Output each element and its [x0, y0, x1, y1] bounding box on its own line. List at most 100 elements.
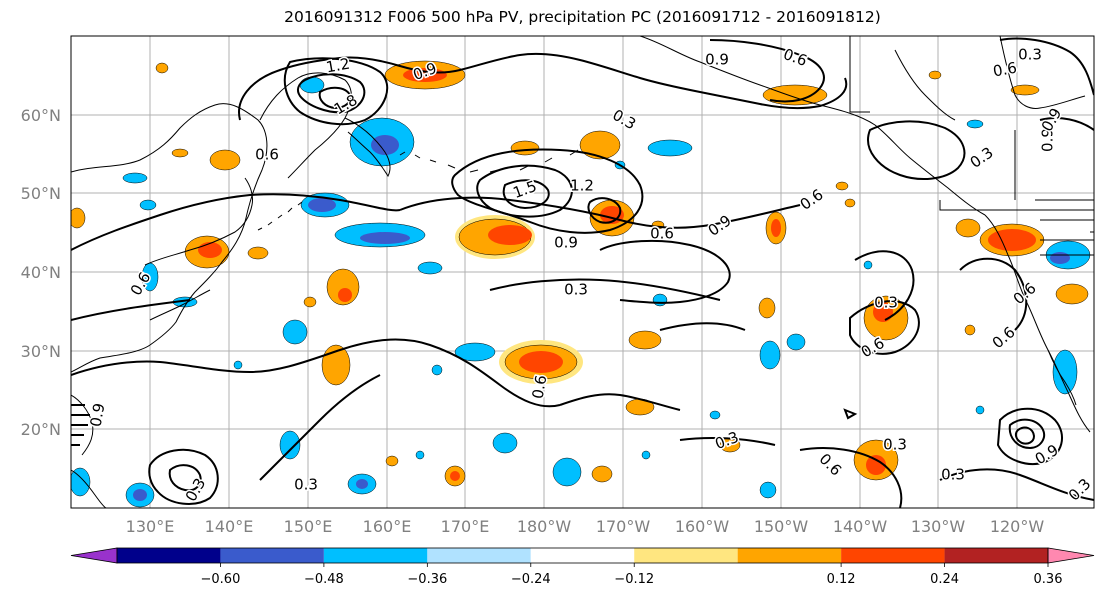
latitude-label: 40°N	[21, 263, 61, 282]
colorbar-tick-label: 0.24	[930, 572, 959, 587]
negative-anomaly-patches	[71, 36, 1091, 508]
contour-label: 0.3	[883, 436, 907, 454]
longitude-label: 140°E	[205, 517, 254, 536]
colorbar-segment	[634, 548, 738, 563]
pos-patch	[488, 225, 532, 245]
neg-patch	[786, 333, 806, 351]
colorbar-segment	[841, 548, 945, 563]
neg-patch	[454, 342, 496, 362]
pos-patch	[1055, 283, 1089, 305]
contour-label: 0.9	[705, 51, 729, 69]
pos-patch	[1010, 84, 1040, 96]
pos-patch	[771, 219, 781, 237]
colorbar-segment	[323, 548, 428, 563]
longitude-label: 140°W	[833, 517, 888, 536]
neg-patch	[417, 261, 443, 275]
pos-patch	[519, 351, 563, 373]
longitude-labels: 130°E 140°E 150°E 160°E 170°E 180°W 170°W 160°W…	[126, 517, 1045, 536]
contour-label: 0.9	[87, 402, 109, 429]
contour-label: 0.6	[650, 225, 674, 243]
longitude-label: 170°W	[596, 517, 651, 536]
map-panel: 1.21.80.90.61.5 1.20.9 0.60.30.9 0.60.90.60…	[21, 35, 1095, 536]
pos-patch	[762, 84, 828, 106]
colorbar-tick-label: 0.12	[827, 572, 856, 587]
colorbar-frame	[116, 547, 1049, 564]
pos-patch	[955, 218, 981, 238]
pos-patch	[928, 70, 942, 80]
pos-patch	[866, 455, 886, 475]
pos-patch	[155, 62, 169, 74]
neg-patch	[1052, 349, 1078, 395]
longitude-label: 180°W	[517, 517, 572, 536]
neg-patch	[709, 410, 721, 420]
contour-label: 0.9	[1039, 128, 1057, 152]
pos-patch	[873, 302, 893, 322]
neg-patch	[759, 481, 777, 499]
pos-patch	[209, 149, 241, 171]
neg-patch	[71, 467, 91, 497]
latitude-label: 20°N	[21, 420, 61, 439]
neg-patch	[139, 199, 157, 211]
pos-patch	[171, 148, 189, 158]
colorbar-segment	[220, 548, 324, 563]
longitude-label: 120°W	[990, 517, 1045, 536]
neg-patch	[759, 340, 781, 370]
neg-patch	[431, 364, 443, 376]
colorbar-tick-label: −0.60	[201, 572, 241, 587]
longitude-label: 160°W	[675, 517, 730, 536]
longitude-label: 150°W	[754, 517, 809, 536]
colorbar-tick-label: −0.24	[511, 572, 551, 587]
coastlines	[71, 36, 1094, 508]
colorbar-tick-label: −0.12	[614, 572, 654, 587]
pos-patch	[247, 246, 269, 260]
pos-patch	[988, 229, 1036, 251]
contour-label: 0.3	[564, 281, 588, 299]
neg-patch	[122, 172, 148, 184]
pos-patch	[844, 198, 856, 208]
pos-patch	[591, 465, 613, 483]
pos-patch	[510, 140, 540, 156]
longitude-label: 150°E	[284, 517, 333, 536]
colorbar-extend-max	[1047, 547, 1095, 564]
neg-patch	[975, 405, 985, 415]
contour-label: 0.3	[874, 294, 898, 312]
neg-patch	[282, 319, 308, 345]
neg-patch	[279, 430, 301, 460]
neg-patch	[966, 119, 984, 129]
latitude-label: 60°N	[21, 106, 61, 125]
neg-patch	[415, 450, 425, 460]
colorbar-extend-min	[70, 547, 118, 564]
neg-patch	[552, 457, 582, 487]
neg-patch	[1050, 252, 1070, 264]
contour-label: 1.2	[570, 177, 594, 195]
pos-patch	[835, 181, 849, 191]
precip-pc-shading	[71, 36, 1091, 508]
contour-label: 0.6	[255, 146, 279, 164]
pv-contours	[71, 37, 1094, 508]
colorbar-segment	[427, 548, 531, 563]
pos-patch	[964, 324, 976, 336]
colorbar-segment	[944, 548, 1048, 563]
contour-label: 0.3	[1018, 46, 1042, 64]
map-frame	[70, 35, 1095, 509]
pos-patch	[579, 130, 621, 160]
colorbar-tick-label: 0.36	[1034, 572, 1063, 587]
neg-patch	[371, 135, 399, 155]
colorbar-tick-label: −0.36	[407, 572, 447, 587]
latitude-label: 50°N	[21, 184, 61, 203]
pos-patch	[758, 297, 776, 319]
latitude-label: 30°N	[21, 342, 61, 361]
neg-patch	[492, 432, 518, 454]
pos-patch	[198, 242, 222, 258]
colorbar: −0.60−0.48−0.36−0.24−0.120.120.240.360.4…	[70, 547, 1095, 587]
pos-patch	[385, 455, 399, 467]
pos-patch	[303, 296, 317, 308]
colorbar-segment	[737, 548, 842, 563]
neg-patch	[652, 293, 668, 307]
contour-label: 0.9	[554, 234, 578, 252]
neg-patch	[863, 260, 873, 270]
colorbar-tick-label: −0.48	[304, 572, 344, 587]
neg-patch	[299, 76, 325, 94]
longitude-label: 160°E	[363, 517, 412, 536]
neg-patch	[133, 489, 147, 501]
